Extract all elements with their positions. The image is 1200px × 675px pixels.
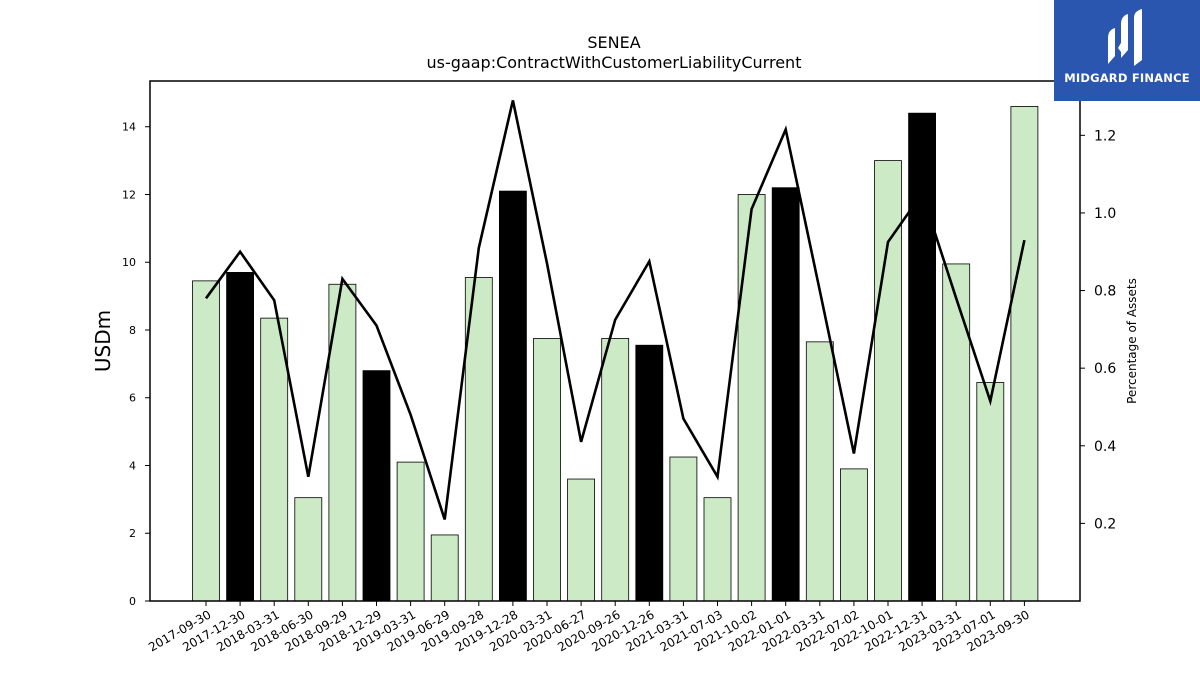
bar-2018-06-30 (294, 497, 323, 602)
bar-2017-09-30 (192, 280, 220, 602)
y-tick-label: 2 (129, 527, 136, 540)
x-axis: 2017-09-302017-12-302018-03-312018-06-30… (146, 601, 1032, 654)
line-group (204, 100, 1026, 520)
bar-2021-10-02 (737, 194, 766, 602)
bar-2018-12-29 (362, 370, 391, 602)
y2-tick-label: 0.6 (1094, 361, 1116, 377)
bar-2022-12-31 (908, 112, 936, 602)
percentage-line (204, 100, 1026, 520)
bar-2021-07-03 (703, 497, 732, 602)
y-tick-label: 4 (129, 459, 136, 472)
y-tick-label: 12 (122, 188, 136, 201)
midgard-finance-logo: MIDGARD FINANCE (1054, 0, 1200, 101)
y-tick-label: 14 (122, 121, 136, 134)
bar-2022-03-31 (805, 341, 834, 602)
bar-2019-06-29 (430, 534, 459, 602)
bar-2019-03-31 (396, 461, 425, 602)
logo-mark-icon (1108, 9, 1142, 66)
bar-2019-12-28 (498, 190, 527, 602)
bar-2023-07-01 (976, 382, 1005, 602)
y2-axis-label: Percentage of Assets (1125, 278, 1139, 404)
y2-tick-label: 0.8 (1094, 284, 1116, 300)
y-axis: 0 2 4 6 8 10 12 14 (122, 121, 150, 608)
y2-tick-label: 0.4 (1094, 439, 1116, 455)
y2-tick-label: 1.2 (1094, 128, 1116, 144)
y-tick-label: 10 (122, 256, 136, 269)
y-tick-label: 0 (129, 595, 136, 608)
chart-title: SENEA (587, 33, 640, 52)
chart-subtitle: us-gaap:ContractWithCustomerLiabilityCur… (427, 53, 802, 72)
logo-text: MIDGARD FINANCE (1064, 71, 1190, 85)
y2-tick-label: 0.2 (1094, 516, 1116, 532)
bar-2018-03-31 (260, 317, 289, 602)
bar-2022-10-01 (874, 160, 902, 602)
bar-2020-09-26 (601, 338, 630, 602)
bar-2017-12-30 (226, 272, 255, 602)
bar-2020-06-27 (567, 478, 595, 602)
y2-axis: 0.2 0.4 0.6 0.8 1.0 1.2 (1080, 128, 1116, 532)
y-tick-label: 6 (129, 392, 136, 405)
bar-2023-09-30 (1010, 106, 1039, 602)
y-axis-label: USDm (91, 310, 115, 372)
bar-2021-03-31 (669, 456, 698, 602)
bar-2022-01-01 (771, 187, 800, 602)
bar-2020-12-26 (635, 344, 664, 602)
y-tick-label: 8 (129, 324, 136, 337)
bar-2019-09-28 (464, 277, 493, 602)
bar-2020-03-31 (533, 338, 561, 602)
y2-tick-label: 1.0 (1094, 206, 1116, 222)
bar-group (192, 106, 1039, 602)
bar-2023-03-31 (942, 263, 971, 602)
bar-2022-07-02 (840, 468, 868, 602)
